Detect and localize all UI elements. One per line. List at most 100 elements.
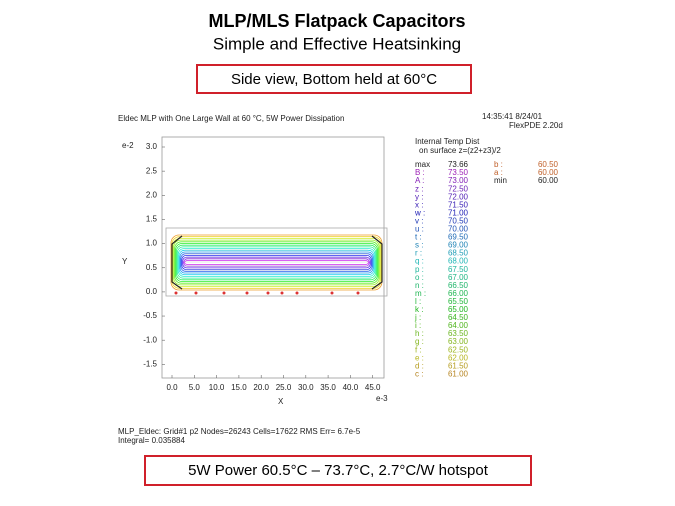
legend-value: 60.00: [538, 176, 559, 185]
y-tick-label: 0.0: [146, 287, 158, 296]
x-tick-label: 30.0: [298, 383, 314, 392]
node: [330, 291, 334, 295]
contour: [183, 258, 370, 267]
legend-key: A :: [415, 176, 424, 185]
legend-value: 66.50: [448, 281, 469, 290]
x-tick-label: 10.0: [209, 383, 225, 392]
legend-key: max: [415, 160, 430, 169]
wall: [171, 235, 383, 290]
legend-key: y :: [415, 192, 423, 201]
node: [222, 291, 226, 295]
subtitle: Simple and Effective Heatsinking: [213, 34, 461, 53]
caption-box: [144, 455, 532, 486]
contour: [172, 237, 381, 287]
legend-value: 62.50: [448, 345, 469, 354]
legend-key: j :: [414, 313, 421, 322]
legend-value: 61.00: [448, 369, 469, 378]
legend-value: 68.50: [448, 249, 469, 258]
contour: [171, 236, 382, 289]
y-tick-label: 1.5: [146, 215, 158, 224]
legend-key: b :: [494, 160, 503, 169]
node: [174, 291, 178, 295]
legend-value: 64.50: [448, 313, 469, 322]
legend-key: n :: [415, 281, 424, 290]
legend-key: f :: [415, 345, 422, 354]
x-tick-label: 35.0: [320, 383, 336, 392]
contour: [178, 249, 375, 276]
contour: [176, 246, 377, 279]
footer: MLP_Eldec: Grid#1 p2 Nodes=26243 Cells=1…: [118, 427, 361, 436]
y-tick-label: 2.0: [146, 190, 158, 199]
x-tick-label: 40.0: [343, 383, 359, 392]
legend-value: 65.50: [448, 297, 469, 306]
x-exponent: e-3: [376, 394, 388, 403]
y-tick-label: 1.0: [146, 239, 158, 248]
contour: [175, 244, 377, 281]
node: [194, 291, 198, 295]
legend-value: 72.50: [448, 184, 469, 193]
legend-value: 71.50: [448, 200, 469, 209]
x-axis-label: X: [278, 397, 284, 406]
legend-value: 60.00: [538, 168, 559, 177]
contour: [181, 254, 372, 270]
legend-value: 73.50: [448, 168, 469, 177]
software: FlexPDE 2.20d: [509, 121, 563, 130]
legend-key: s :: [415, 241, 423, 250]
legend-value: 67.00: [448, 273, 469, 282]
contour: [177, 248, 376, 277]
x-tick-label: 20.0: [253, 383, 269, 392]
contour: [184, 260, 369, 265]
legend-value: 69.50: [448, 233, 469, 242]
node: [245, 291, 249, 295]
caption-top: Side view, Bottom held at 60°C: [231, 71, 437, 88]
legend-value: 73.00: [448, 176, 469, 185]
legend-key: w :: [414, 208, 425, 217]
legend-value: 67.50: [448, 265, 469, 274]
x-tick-label: 15.0: [231, 383, 247, 392]
legend-key: B :: [415, 168, 425, 177]
caption-bottom: 5W Power 60.5°C – 73.7°C, 2.7°C/W hotspo…: [188, 462, 489, 479]
contour: [182, 256, 371, 269]
legend-key: r :: [415, 249, 422, 258]
y-tick-label: -0.5: [143, 311, 157, 320]
y-tick-label: -1.5: [143, 359, 157, 368]
legend-value: 71.00: [448, 208, 469, 217]
legend-value: 73.66: [448, 160, 469, 169]
node: [266, 291, 270, 295]
legend-value: 63.50: [448, 329, 469, 338]
legend-key: o :: [415, 273, 424, 282]
legend-key: e :: [415, 353, 424, 362]
legend-key: z :: [415, 184, 423, 193]
contours: [170, 234, 383, 295]
legend-key: m :: [415, 289, 426, 298]
contour: [180, 253, 373, 272]
legend-key: p :: [415, 265, 424, 274]
contour: [179, 251, 374, 274]
legend-key: d :: [415, 361, 424, 370]
x-tick-label: 0.0: [166, 383, 178, 392]
legend-value: 72.00: [448, 192, 469, 201]
legend-value: 64.00: [448, 321, 469, 330]
legend-value: 70.00: [448, 225, 469, 234]
legend-title: Internal Temp Dist: [415, 137, 480, 146]
legend-key: l :: [415, 297, 421, 306]
y-tick-label: -1.0: [143, 335, 157, 344]
legend-value: 68.00: [448, 257, 469, 266]
legend-key: k :: [415, 305, 423, 314]
legend-value: 62.00: [448, 353, 469, 362]
legend-value: 70.50: [448, 216, 469, 225]
legend-value: 61.50: [448, 361, 469, 370]
contour: [173, 239, 380, 286]
legend-key: t :: [415, 233, 422, 242]
node: [280, 291, 284, 295]
title: MLP/MLS Flatpack Capacitors: [208, 11, 465, 31]
footer: Integral= 0.035884: [118, 436, 185, 445]
x-tick-label: 45.0: [365, 383, 381, 392]
y-tick-label: 2.5: [146, 166, 158, 175]
legend-value: 69.00: [448, 241, 469, 250]
plot-frame: [161, 136, 385, 379]
legend-value: 60.50: [538, 160, 559, 169]
contour: [174, 241, 379, 284]
node: [356, 291, 360, 295]
